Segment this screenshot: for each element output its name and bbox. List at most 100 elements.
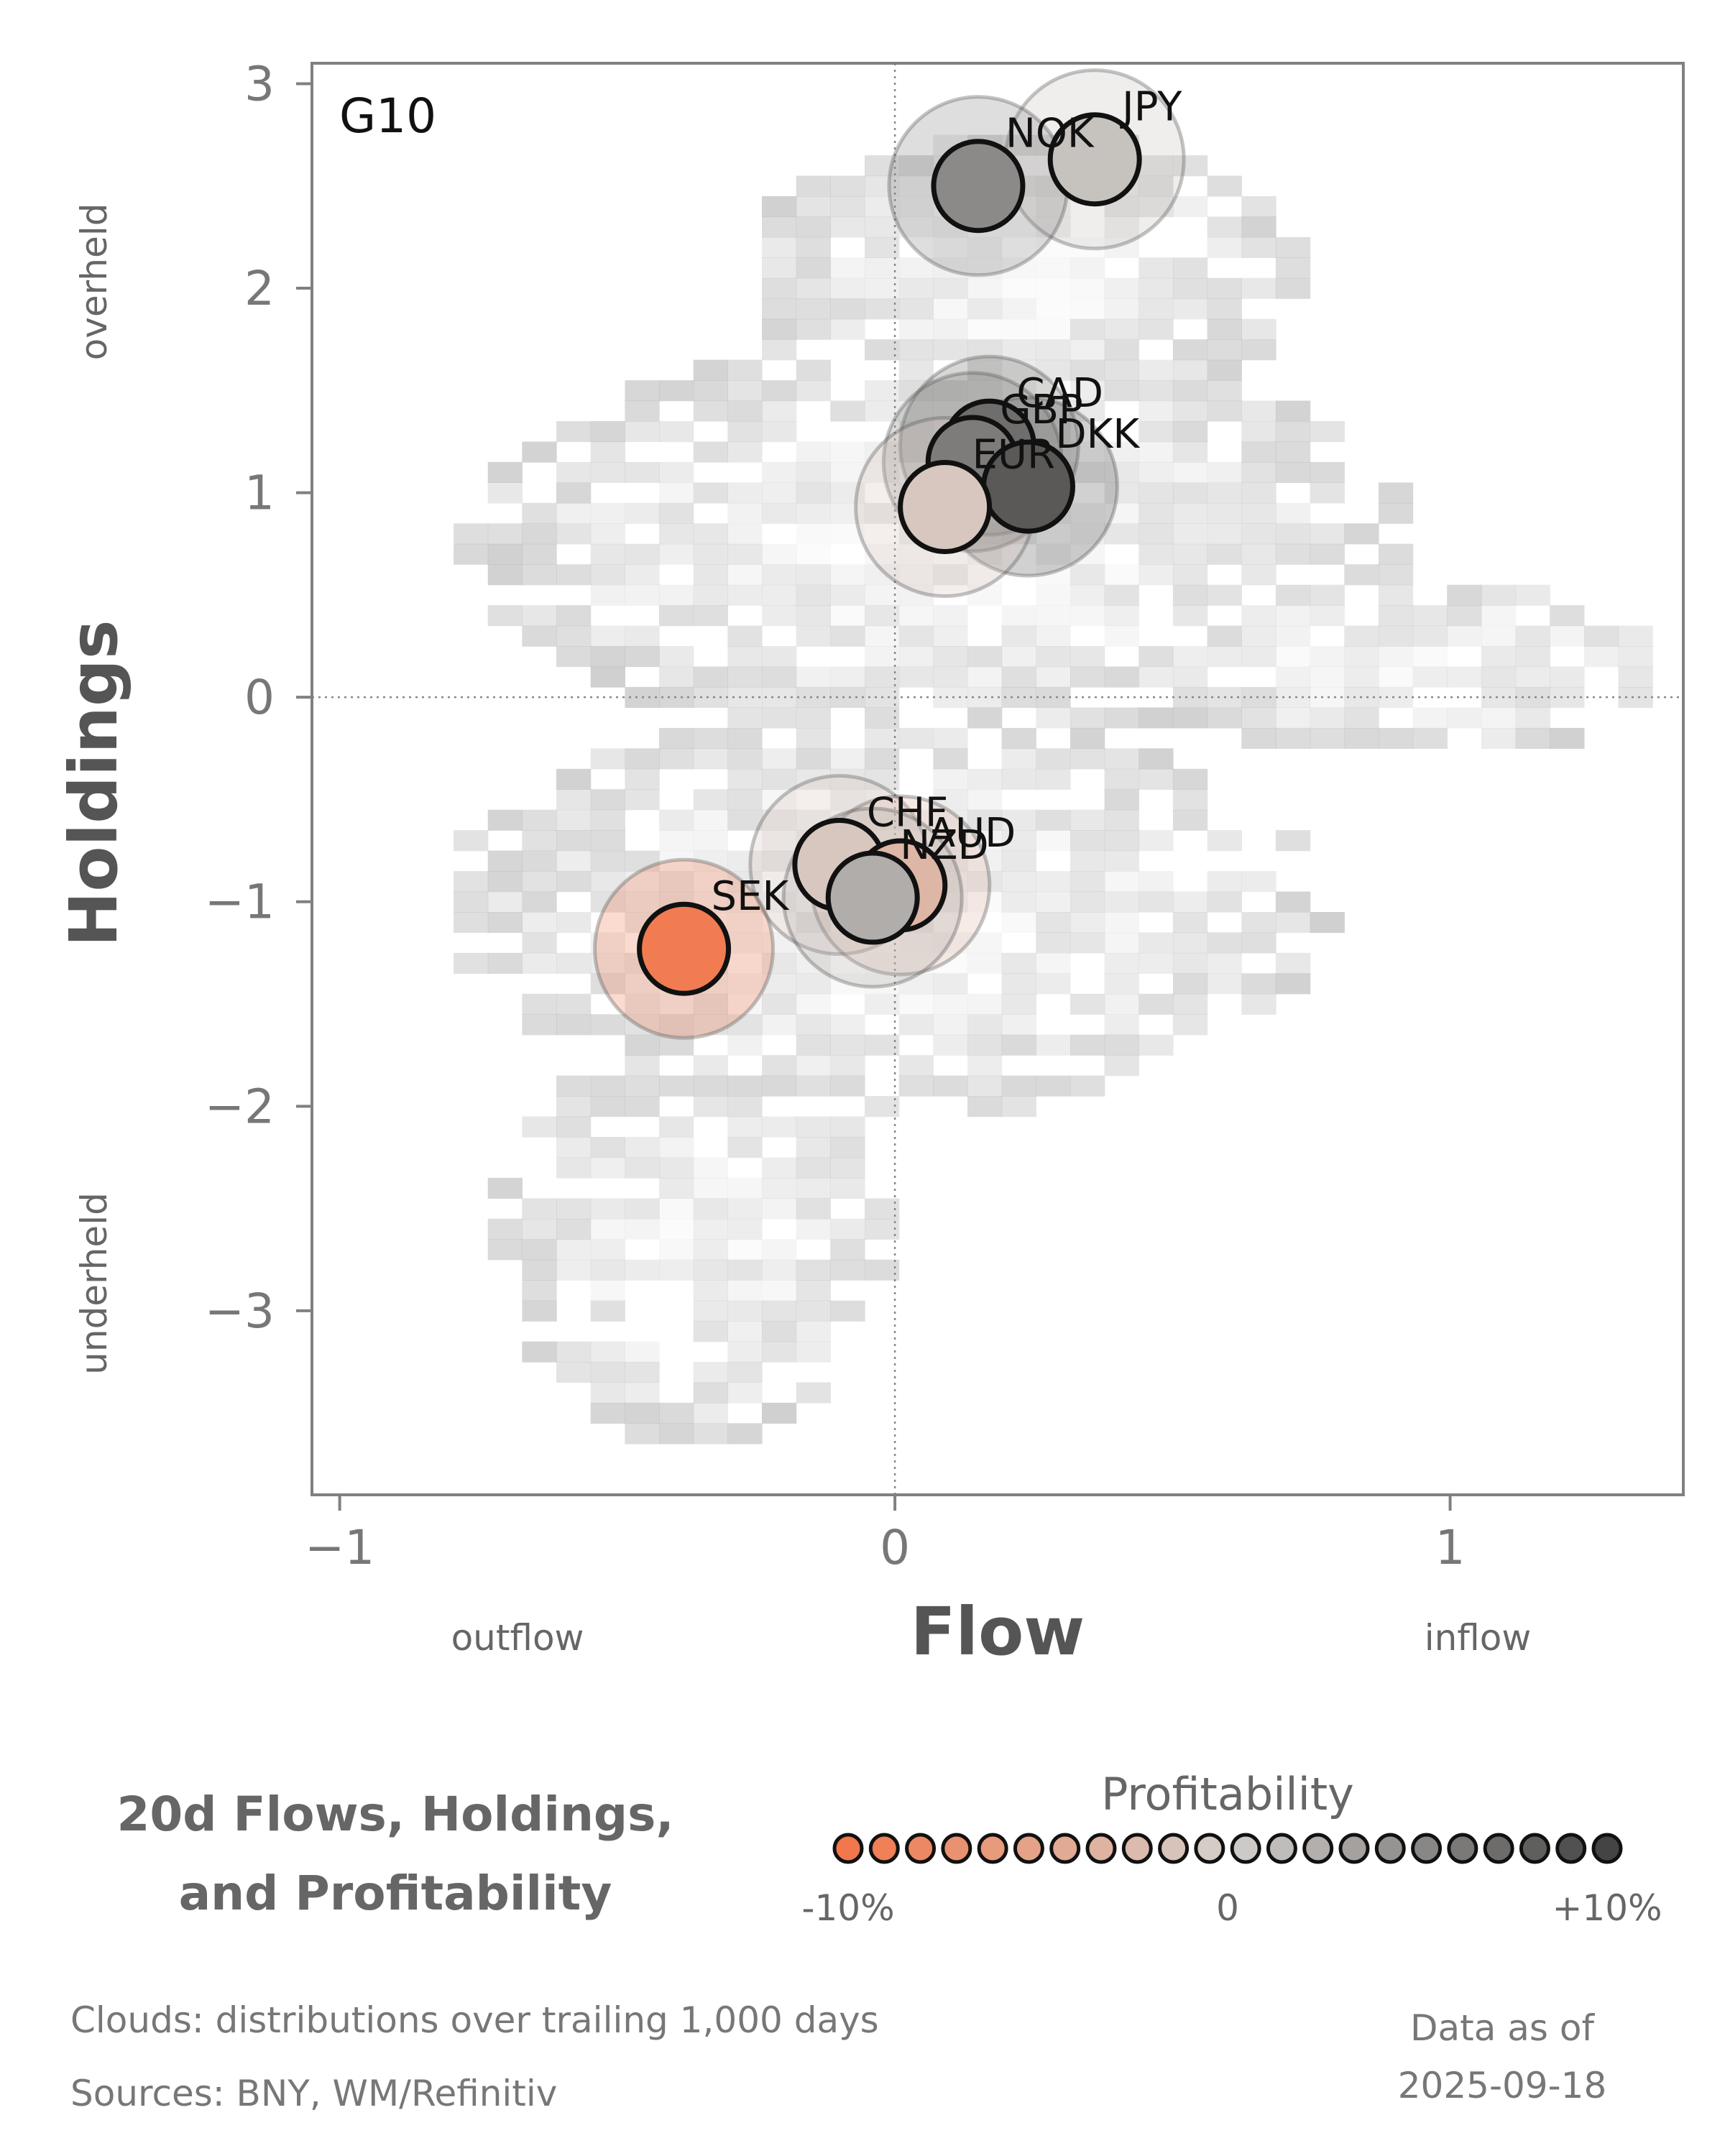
cloud-cell: [625, 1382, 660, 1404]
cloud-cell: [1001, 646, 1036, 668]
cloud-cell: [1104, 768, 1139, 790]
cloud-cell: [933, 1034, 968, 1056]
cloud-cell: [762, 809, 797, 831]
cloud-cell: [1036, 318, 1071, 340]
cloud-cell: [1104, 973, 1139, 995]
cloud-cell: [1036, 1075, 1071, 1097]
cloud-cell: [556, 523, 592, 545]
cloud-cell: [933, 952, 968, 974]
cloud-cell: [556, 421, 592, 443]
cloud-cell: [659, 1218, 694, 1240]
cloud-cell: [967, 318, 1003, 340]
cloud-cell: [898, 400, 934, 422]
cloud-cell: [933, 646, 968, 668]
cloud-cell: [830, 461, 865, 483]
cloud-cell: [830, 1239, 865, 1261]
cloud-cell: [898, 952, 934, 974]
cloud-cell: [727, 584, 763, 606]
cloud-cell: [487, 912, 523, 934]
cloud-cell: [727, 359, 763, 381]
cloud-cell: [762, 1321, 797, 1342]
cloud-cell: [1275, 666, 1311, 688]
cloud-cell: [1378, 543, 1414, 565]
cloud-cell: [898, 1055, 934, 1077]
cloud-cell: [590, 748, 625, 770]
cloud-cell: [830, 564, 865, 586]
cloud-cell: [796, 1014, 831, 1036]
cloud-cell: [1275, 461, 1311, 483]
cloud-cell: [1310, 523, 1345, 545]
cloud-cell: [1104, 502, 1139, 524]
cloud-cell: [693, 523, 728, 545]
cloud-cell: [1378, 584, 1414, 606]
cloud-cell: [1275, 830, 1311, 852]
cloud-cell: [1481, 666, 1517, 688]
cloud-cell: [693, 830, 728, 852]
cloud-cell: [1172, 646, 1208, 668]
cloud-cell: [1001, 1034, 1036, 1056]
cloud-cell: [967, 768, 1003, 790]
cloud-cell: [590, 1014, 625, 1036]
legend-min-label: -10%: [801, 1887, 894, 1929]
cloud-cell: [556, 1157, 592, 1179]
cloud-cell: [762, 564, 797, 586]
cloud-cell: [727, 1137, 763, 1158]
cloud-cell: [727, 932, 763, 954]
cloud-cell: [762, 318, 797, 340]
cloud-cell: [933, 789, 968, 811]
cloud-cell: [1001, 830, 1036, 852]
legend-swatch: [1483, 1833, 1514, 1864]
cloud-cell: [1070, 257, 1105, 279]
cloud-cell: [625, 1198, 660, 1220]
cloud-cell: [1275, 584, 1311, 606]
cloud-cell: [487, 1218, 523, 1240]
cloud-cell: [898, 155, 934, 177]
cloud-cell: [522, 1280, 557, 1302]
cloud-cell: [865, 298, 900, 320]
cloud-cell: [522, 605, 557, 627]
cloud-cell: [796, 257, 831, 279]
cloud-cell: [830, 1014, 865, 1036]
cloud-cell: [1104, 216, 1139, 238]
cloud-cell: [967, 236, 1003, 258]
cloud-cell: [727, 768, 763, 790]
cloud-cell: [522, 625, 557, 647]
cloud-cell: [1104, 809, 1139, 831]
cloud-cell: [727, 1034, 763, 1056]
cloud-cell: [1515, 584, 1550, 606]
cloud-cell: [796, 686, 831, 708]
cloud-cell: [1001, 1096, 1036, 1118]
label-dkk: DKK: [1055, 411, 1140, 458]
cloud-cell: [1138, 1034, 1174, 1056]
cloud-cell: [796, 768, 831, 790]
cloud-cell: [1447, 666, 1482, 688]
cloud-cell: [898, 584, 934, 606]
cloud-cell: [727, 789, 763, 811]
cloud-cell: [1138, 421, 1174, 443]
cloud-cell: [659, 850, 694, 872]
cloud-cell: [1241, 912, 1276, 934]
cloud-cell: [727, 421, 763, 443]
cloud-cell: [1036, 543, 1071, 565]
cloud-cell: [556, 1259, 592, 1281]
cloud-cell: [865, 1259, 900, 1281]
cloud-cell: [796, 605, 831, 627]
cloud-cell: [727, 400, 763, 422]
cloud-cell: [1138, 707, 1174, 729]
cloud-cell: [1275, 502, 1311, 524]
legend-swatch: [1555, 1833, 1587, 1864]
cloud-cell: [796, 727, 831, 749]
cloud-cell: [1241, 236, 1276, 258]
cloud-cell: [1036, 686, 1071, 708]
cloud-cell: [727, 1198, 763, 1220]
cloud-cell: [796, 1157, 831, 1179]
cloud-cell: [1070, 339, 1105, 361]
legend-swatch: [941, 1833, 972, 1864]
cloud-cell: [865, 216, 900, 238]
cloud-cell: [1275, 952, 1311, 974]
legend-swatch: [1411, 1833, 1443, 1864]
cloud-cell: [967, 666, 1003, 688]
cloud-cell: [796, 973, 831, 995]
cloud-cell: [487, 1177, 523, 1199]
cloud-cell: [590, 441, 625, 463]
